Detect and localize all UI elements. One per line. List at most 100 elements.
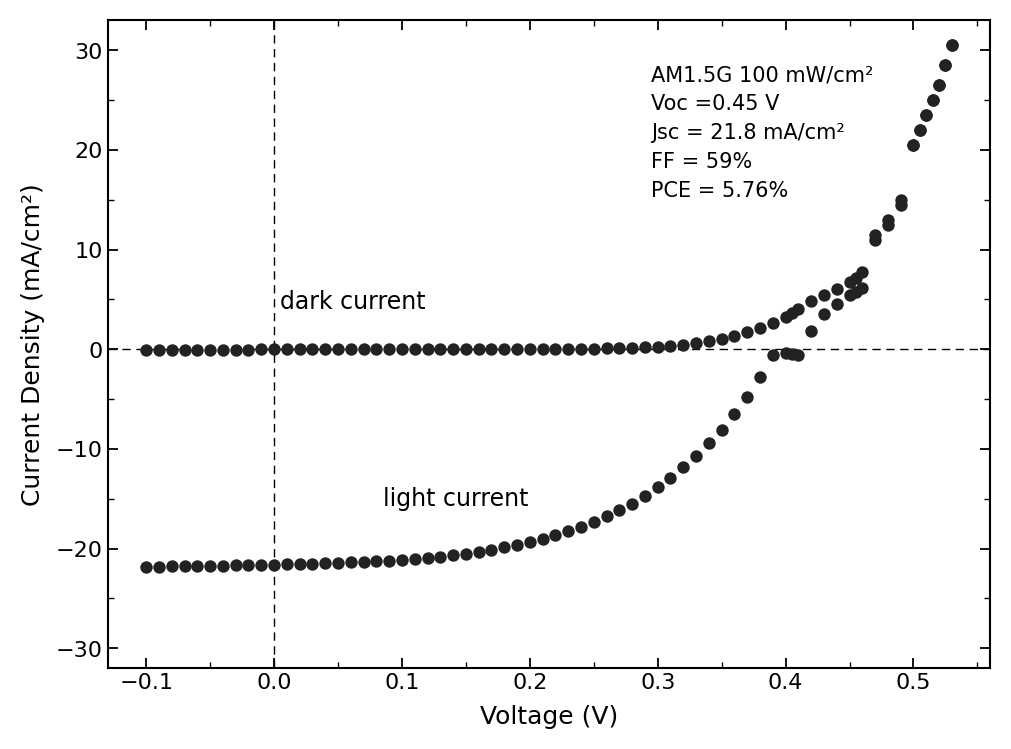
Point [445,549,461,561]
Point [943,40,959,52]
Point [880,214,896,226]
Point [139,344,155,356]
Point [343,557,359,568]
Point [483,343,499,355]
Point [522,343,538,355]
Point [317,557,334,569]
Point [356,556,372,568]
Point [867,234,884,246]
Point [164,560,180,572]
Point [777,348,794,360]
Point [445,343,461,355]
Point [547,530,563,542]
Point [458,343,474,355]
Point [279,558,295,570]
Y-axis label: Current Density (mA/cm²): Current Density (mA/cm²) [21,184,44,506]
Point [189,344,205,356]
Point [266,559,282,571]
Point [714,333,730,345]
Point [599,510,615,522]
Point [241,560,257,571]
Point [394,554,410,565]
Point [701,437,717,449]
Point [803,296,819,308]
Point [381,555,397,567]
Point [931,79,947,91]
Point [381,343,397,355]
Point [585,516,602,528]
Point [764,350,780,362]
Point [726,330,742,342]
Point [867,229,884,241]
Point [432,551,448,562]
Point [547,343,563,355]
Point [356,343,372,355]
Point [829,299,845,311]
Point [784,308,800,320]
Point [714,424,730,436]
Point [841,288,857,300]
Point [650,482,666,494]
Point [420,552,436,564]
Point [816,288,832,300]
Point [470,546,486,558]
Point [241,344,257,356]
Point [624,498,640,510]
Point [227,344,244,356]
Point [816,309,832,321]
Point [164,344,180,356]
Point [139,561,155,573]
Point [509,343,525,355]
Point [394,343,410,355]
Point [848,286,864,298]
Point [432,343,448,355]
Point [924,94,940,106]
Point [612,504,628,516]
Point [937,60,953,72]
Point [943,40,959,52]
Point [343,343,359,355]
Point [368,343,384,355]
Point [937,60,953,72]
Point [841,276,857,288]
Point [906,139,922,151]
Point [585,343,602,355]
Point [330,557,346,568]
Point [291,558,307,570]
Point [803,326,819,338]
Point [291,344,307,356]
Point [599,342,615,354]
Point [918,109,934,121]
Point [662,340,678,352]
Point [483,544,499,556]
Point [535,533,551,545]
Point [253,559,269,571]
Point [573,521,589,533]
Point [368,555,384,567]
Point [854,266,870,278]
X-axis label: Voltage (V): Voltage (V) [480,704,618,728]
Point [675,339,692,351]
Point [893,194,909,206]
Point [189,560,205,571]
Text: AM1.5G 100 mW/cm²
Voc =0.45 V
Jsc = 21.8 mA/cm²
FF = 59%
PCE = 5.76%: AM1.5G 100 mW/cm² Voc =0.45 V Jsc = 21.8… [651,66,874,201]
Point [791,303,807,315]
Point [829,283,845,295]
Point [496,343,513,355]
Point [509,539,525,551]
Point [202,560,218,571]
Point [624,342,640,354]
Point [854,282,870,294]
Point [560,525,576,537]
Point [637,490,653,502]
Text: dark current: dark current [280,290,426,314]
Point [791,350,807,362]
Point [279,344,295,356]
Point [151,561,167,573]
Point [522,536,538,548]
Point [687,450,704,462]
Point [752,372,768,383]
Point [330,344,346,356]
Point [906,139,922,151]
Point [560,343,576,355]
